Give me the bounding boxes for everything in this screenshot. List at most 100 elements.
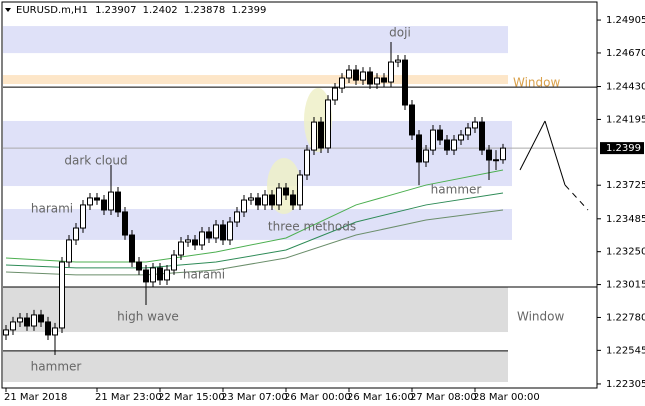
candle-body	[164, 269, 170, 281]
candle-body	[472, 121, 478, 129]
candle-body	[3, 329, 9, 336]
candle-body	[353, 69, 359, 81]
candle-body	[10, 321, 16, 331]
candle-body	[465, 127, 471, 136]
y-tick-label: 1.23485	[606, 214, 645, 225]
price-tag-label: 1.2399	[606, 143, 641, 154]
candle-body	[52, 327, 58, 336]
candle-body	[451, 139, 457, 151]
x-tick-label: 23 Mar 07:00	[221, 392, 288, 403]
annotation: harami	[183, 268, 225, 282]
y-tick-label: 1.22305	[606, 379, 645, 390]
candle-body	[234, 211, 240, 223]
candle-body	[430, 129, 436, 151]
y-tick-label: 1.24670	[606, 48, 645, 59]
projection-line	[544, 120, 566, 186]
candle-body	[500, 147, 506, 161]
annotation: Window	[517, 310, 565, 324]
header: EURUSD.m,H1 1.23907 1.2402 1.23878 1.239…	[16, 5, 266, 16]
candle-body	[94, 197, 100, 201]
menu-icon	[5, 8, 11, 12]
ohlc-open: 1.23907	[95, 5, 136, 16]
candle-body	[297, 174, 303, 206]
candle-body	[283, 187, 289, 196]
candle-body	[423, 149, 429, 163]
annotation: Window	[513, 76, 561, 90]
candle-body	[437, 129, 443, 141]
moving-average	[5, 169, 504, 263]
candle-body	[136, 261, 142, 271]
symbol: EURUSD.m,H1	[16, 5, 88, 16]
candle-body	[374, 77, 380, 85]
candle-body	[486, 149, 492, 161]
x-tick-label: 26 Mar 00:00	[284, 392, 351, 403]
price-tag	[600, 142, 644, 155]
y-tick-label: 1.22545	[606, 345, 645, 356]
candle-body	[269, 194, 275, 206]
ohlc-high: 1.2402	[143, 5, 178, 16]
candle-body	[87, 197, 93, 206]
x-tick-label: 21 Mar 23:00	[95, 392, 162, 403]
candle-body	[24, 317, 30, 327]
moving-average	[5, 209, 504, 276]
candle-body	[108, 191, 114, 211]
candle-body	[199, 231, 205, 246]
zone	[3, 208, 512, 240]
candle-body	[304, 149, 310, 176]
candle-body	[73, 227, 79, 241]
candle-body	[17, 317, 23, 323]
candle-body	[458, 134, 464, 141]
candle-body	[402, 59, 408, 106]
ohlc-close: 1.2399	[231, 5, 266, 16]
candle-body	[290, 194, 296, 206]
candle-body	[311, 121, 317, 151]
candle-body	[381, 77, 387, 83]
y-tick-label: 1.24195	[606, 114, 645, 125]
candle-body	[248, 197, 254, 201]
annotation: hammer	[431, 183, 482, 197]
zone	[3, 286, 508, 333]
candle-body	[325, 99, 331, 149]
candle-body	[346, 69, 352, 79]
candle-body	[241, 199, 247, 213]
candle-body	[318, 121, 324, 149]
x-tick-label: 22 Mar 15:00	[158, 392, 225, 403]
y-tick-label: 1.24905	[606, 15, 645, 26]
candle-body	[122, 211, 128, 236]
annotation: three methods	[268, 220, 356, 234]
annotation: doji	[389, 26, 411, 40]
candle-body	[360, 71, 366, 81]
y-tick-label: 1.23725	[606, 180, 645, 191]
candle-body	[38, 314, 44, 323]
annotation: dark cloud	[64, 154, 127, 168]
annotation: high wave	[117, 310, 179, 324]
candle-body	[255, 197, 261, 206]
y-tick-label: 1.24430	[606, 82, 645, 93]
candle-body	[276, 187, 282, 206]
zones	[3, 26, 512, 382]
candle-body	[178, 241, 184, 256]
candle-body	[157, 267, 163, 281]
candle-body	[416, 134, 422, 163]
x-tick-label: 28 Mar 00:00	[473, 392, 540, 403]
candle-body	[45, 321, 51, 336]
candle-body	[367, 71, 373, 85]
candle-body	[395, 59, 401, 63]
candle-body	[213, 224, 219, 239]
candle-body	[339, 77, 345, 89]
annotation: harami	[31, 202, 73, 216]
annotation: hammer	[31, 360, 82, 374]
candle-body	[59, 261, 65, 329]
candle-body	[479, 121, 485, 151]
ohlc-low: 1.23878	[184, 5, 225, 16]
moving-average	[5, 192, 504, 269]
x-tick-label: 26 Mar 16:00	[347, 392, 414, 403]
candle-body	[227, 221, 233, 241]
candle-body	[171, 254, 177, 271]
zone	[3, 26, 508, 54]
x-tick-label: 21 Mar 2018	[4, 392, 67, 403]
plot-frame	[1, 1, 598, 389]
candle-body	[206, 231, 212, 239]
